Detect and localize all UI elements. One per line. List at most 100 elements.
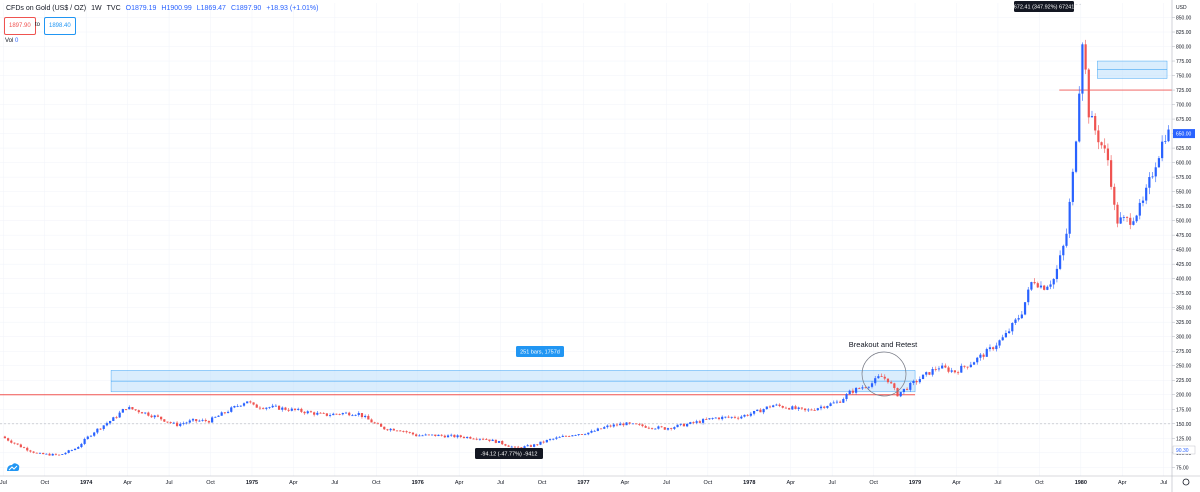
candle-body xyxy=(743,414,746,417)
candle-body xyxy=(727,416,730,418)
candle-body xyxy=(985,349,988,357)
candle-body xyxy=(453,434,456,438)
candle-body xyxy=(427,434,431,436)
candle-body xyxy=(539,441,542,445)
candle-body xyxy=(877,376,880,379)
candle-body xyxy=(526,445,529,447)
candle-body xyxy=(711,418,714,419)
candle-body xyxy=(153,415,156,418)
symbol-name[interactable]: CFDs on Gold (US$ / OZ) xyxy=(6,5,87,12)
candle-body xyxy=(1062,245,1065,256)
tradingview-logo-icon[interactable] xyxy=(5,461,21,473)
candle-body xyxy=(813,410,816,411)
candle-body xyxy=(290,408,293,411)
time-tick-label: Apr xyxy=(952,480,961,486)
candle-body xyxy=(494,439,497,443)
price-tick-label: 225.00 xyxy=(1176,378,1192,384)
candle-body xyxy=(848,390,851,395)
candle-body xyxy=(172,422,175,424)
candle-body xyxy=(969,364,972,368)
candle-body xyxy=(440,434,443,436)
candle-body xyxy=(230,407,233,412)
sell-button[interactable]: 1897.90 xyxy=(4,17,36,35)
candle-body xyxy=(443,435,446,438)
interval-label[interactable]: 1W xyxy=(91,5,102,12)
candle-body xyxy=(536,444,539,446)
candle-body xyxy=(542,441,545,443)
time-tick-label: Oct xyxy=(40,480,49,486)
candle-body xyxy=(242,403,246,406)
candle-body xyxy=(979,354,982,358)
price-axis[interactable]: 75.00100.00125.00150.00175.00200.00225.0… xyxy=(1171,0,1196,492)
candle-body xyxy=(1106,148,1110,161)
candle-body xyxy=(788,408,791,410)
candle-body xyxy=(271,405,274,408)
candle-body xyxy=(1167,129,1170,142)
time-tick-label: 1976 xyxy=(412,480,424,486)
candle-body xyxy=(724,416,727,418)
candle-body xyxy=(217,415,220,417)
horizontal-lines xyxy=(0,4,1172,425)
candle-body xyxy=(54,453,58,455)
candle-body xyxy=(867,386,870,388)
candle-body xyxy=(405,431,408,433)
candle-body xyxy=(533,444,536,447)
candle-body xyxy=(360,413,364,417)
candle-body xyxy=(265,407,268,409)
candle-body xyxy=(1151,176,1154,178)
time-axis[interactable]: Jul Oct 1974 Apr Jul Oct 1975 Apr Jul Oct 1976 Apr J… xyxy=(0,475,1200,486)
candle-body xyxy=(169,422,172,423)
candle-body xyxy=(580,434,584,435)
candle-body xyxy=(392,428,395,431)
range-boxes xyxy=(110,60,1168,393)
candle-body xyxy=(619,423,622,426)
time-tick-label: Apr xyxy=(786,480,795,486)
last-price-tag-bg xyxy=(1173,129,1195,139)
candle-body xyxy=(692,422,695,423)
candle-body xyxy=(972,362,976,365)
candlesticks xyxy=(3,39,1170,456)
buy-button[interactable]: 1898.40 xyxy=(44,17,76,35)
time-tick-label: Jul xyxy=(994,480,1001,486)
candle-body xyxy=(1132,221,1135,225)
price-unit-label: USD xyxy=(1176,5,1187,11)
candle-body xyxy=(322,412,325,414)
candle-body xyxy=(367,415,370,420)
candle-body xyxy=(1081,44,1084,94)
candle-body xyxy=(379,424,383,427)
time-tick-label: Jul xyxy=(166,480,173,486)
candle-body xyxy=(778,404,781,406)
time-tick-label: Apr xyxy=(123,480,132,486)
candle-body xyxy=(26,447,29,451)
candle-body xyxy=(1011,322,1014,332)
price-tick-label: 700.00 xyxy=(1176,103,1192,109)
price-tick-label: 200.00 xyxy=(1176,393,1192,399)
candle-body xyxy=(644,426,647,428)
candle-body xyxy=(631,423,635,425)
price-tick-label: 825.00 xyxy=(1176,30,1192,36)
candle-body xyxy=(794,406,797,409)
candle-body xyxy=(1004,333,1008,338)
candle-body xyxy=(845,394,848,400)
candle-body xyxy=(252,402,255,405)
time-tick-label: 1980 xyxy=(1075,480,1087,486)
candle-body xyxy=(1043,285,1046,290)
candle-body xyxy=(921,374,925,380)
candle-body xyxy=(258,407,262,409)
candle-body xyxy=(561,435,564,437)
price-tick-label: 400.00 xyxy=(1176,277,1192,283)
candle-body xyxy=(1148,176,1151,188)
candle-body xyxy=(701,419,705,423)
candle-body xyxy=(695,421,698,423)
candle-body xyxy=(1023,302,1027,315)
time-tick-label: Jul xyxy=(663,480,670,486)
candle-body xyxy=(574,435,577,436)
gear-icon[interactable] xyxy=(1182,478,1190,486)
candle-body xyxy=(523,446,526,449)
candle-body xyxy=(478,438,482,440)
candle-body xyxy=(147,412,150,416)
candle-body xyxy=(13,442,16,444)
measure-top-bg xyxy=(1014,1,1074,12)
candle-body xyxy=(947,367,950,372)
